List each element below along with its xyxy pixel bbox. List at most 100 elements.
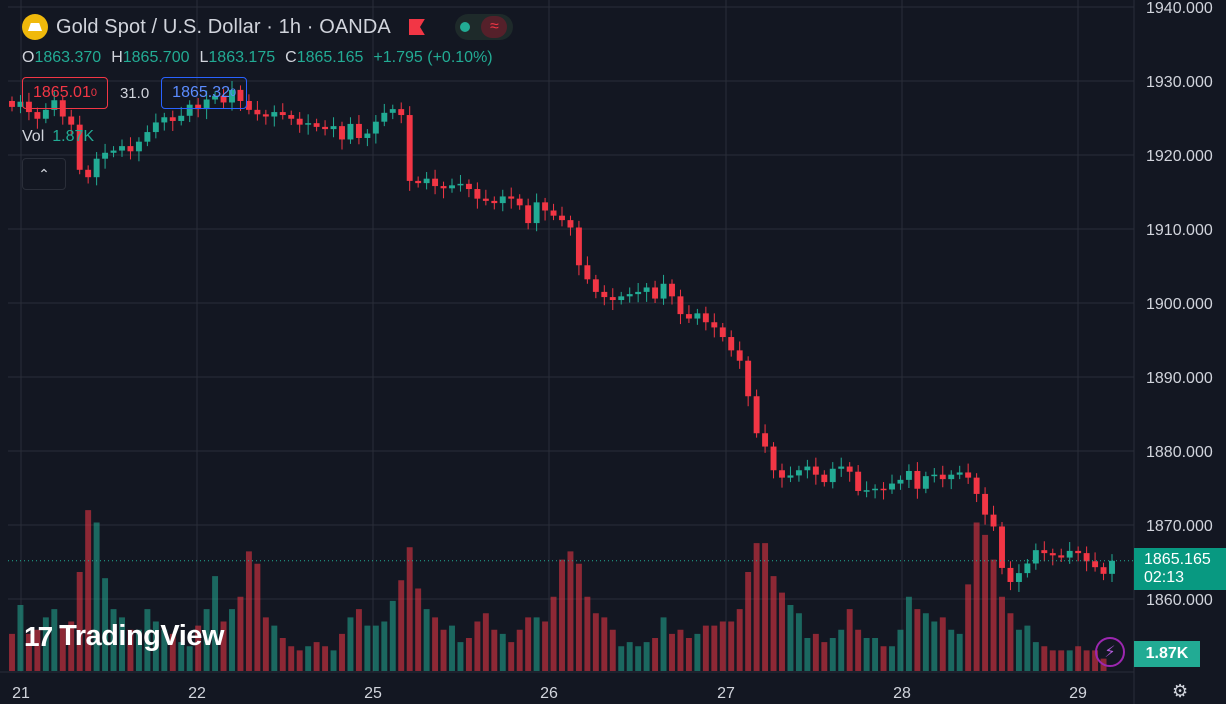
time-tick-label: 29 xyxy=(1069,685,1087,702)
candle-body xyxy=(939,474,946,480)
volume-bar xyxy=(999,596,1005,671)
candle-body xyxy=(178,115,185,121)
candle-body xyxy=(973,477,980,494)
volume-bar xyxy=(855,629,862,671)
buy-button[interactable]: 1865.32 0 xyxy=(161,77,248,109)
candle-body xyxy=(863,490,870,492)
candle-body xyxy=(1049,553,1056,556)
volume-bar xyxy=(347,617,354,671)
candle-body xyxy=(660,283,667,299)
time-axis[interactable]: 21 22 25 26 27 28 29 xyxy=(12,685,1087,702)
volume-bar xyxy=(178,642,185,671)
candle-body xyxy=(1083,553,1090,562)
candle-body xyxy=(1015,573,1022,582)
candle-body xyxy=(102,152,109,159)
candle-body xyxy=(609,297,616,301)
volume-bar xyxy=(440,629,447,671)
candle-body xyxy=(575,227,582,266)
candle-body xyxy=(1058,555,1065,558)
volume-bar xyxy=(372,625,379,671)
volume-bar xyxy=(702,625,709,671)
candle-body xyxy=(956,472,963,475)
volume-bar xyxy=(1083,650,1090,671)
volume-bar xyxy=(93,522,100,671)
volume-bar xyxy=(669,633,675,671)
flag-icon[interactable] xyxy=(408,19,425,35)
volume-bar xyxy=(575,563,582,671)
candle-body xyxy=(1024,563,1031,574)
candle-body xyxy=(17,101,24,107)
price-axis[interactable]: 1940.000 1930.000 1920.000 1910.000 1900.000… xyxy=(1146,0,1213,609)
candle-body xyxy=(186,104,193,116)
candle-body xyxy=(897,479,904,484)
volume-bar xyxy=(195,625,202,671)
candle-body xyxy=(406,115,413,181)
volume-bar xyxy=(939,617,946,671)
volume-bar xyxy=(313,642,320,671)
volume-bar xyxy=(296,650,303,671)
candle-body xyxy=(1066,550,1073,558)
candle-body xyxy=(762,433,769,447)
candle-body xyxy=(804,466,811,471)
volume-bar xyxy=(76,572,83,671)
time-tick-label: 27 xyxy=(717,685,735,702)
time-tick-label: 26 xyxy=(540,685,558,702)
candle-body xyxy=(1041,550,1048,554)
collapse-button[interactable]: ⌃ xyxy=(22,158,66,190)
volume-bar xyxy=(1032,642,1039,671)
candle-body xyxy=(618,296,625,301)
time-tick-label: 22 xyxy=(188,685,206,702)
price-tick-label: 1910.000 xyxy=(1146,222,1213,239)
volume-legend: Vol 1.87K xyxy=(22,128,94,146)
market-status-toggle[interactable]: ≈ xyxy=(454,14,513,40)
candle-body xyxy=(652,287,659,299)
volume-bar xyxy=(220,621,227,671)
candle-body xyxy=(339,126,345,140)
volume-bar xyxy=(279,638,286,671)
volume-label: Vol xyxy=(22,128,45,145)
candle-body xyxy=(93,158,100,178)
volume-bars xyxy=(9,510,1107,671)
candle-body xyxy=(999,526,1005,568)
volume-bar xyxy=(821,642,828,671)
time-tick-label: 25 xyxy=(364,685,382,702)
volume-bar xyxy=(787,605,794,671)
candle-body xyxy=(440,186,447,189)
volume-bar xyxy=(931,621,938,671)
lightning-icon[interactable]: ⚡ xyxy=(1095,637,1125,667)
candle-body xyxy=(694,313,701,319)
volume-bar xyxy=(525,617,532,671)
ohlc-close: C1865.165 xyxy=(285,49,364,66)
candle-body xyxy=(1007,567,1014,582)
candle-body xyxy=(423,178,430,184)
volume-bar xyxy=(956,633,963,671)
candle-body xyxy=(322,126,329,130)
volume-bar xyxy=(330,650,337,671)
volume-bar xyxy=(186,646,193,671)
volume-bar xyxy=(838,629,845,671)
volume-bar xyxy=(271,625,278,671)
sell-button[interactable]: 1865.01 0 xyxy=(22,77,108,109)
candle-body xyxy=(846,466,853,472)
volume-bar xyxy=(982,534,989,671)
symbol-title[interactable]: Gold Spot / U.S. Dollar · 1h · OANDA xyxy=(56,15,391,38)
volume-bar xyxy=(305,646,312,671)
candle-body xyxy=(711,322,718,328)
candle-body xyxy=(85,169,92,178)
candle-body xyxy=(76,124,83,170)
candle-body xyxy=(525,205,532,224)
price-tick-label: 1870.000 xyxy=(1146,518,1213,535)
volume-bar xyxy=(660,617,667,671)
candle-body xyxy=(745,360,752,397)
volume-bar xyxy=(736,609,743,671)
gear-icon[interactable]: ⚙ xyxy=(1172,681,1189,701)
volume-bar xyxy=(68,621,75,671)
volume-bar xyxy=(922,613,929,671)
candle-body xyxy=(220,95,227,103)
candle-body xyxy=(364,133,371,138)
volume-bar xyxy=(17,605,24,671)
volume-bar xyxy=(533,617,540,671)
volume-bar xyxy=(652,638,659,671)
volume-bar xyxy=(1049,650,1056,671)
